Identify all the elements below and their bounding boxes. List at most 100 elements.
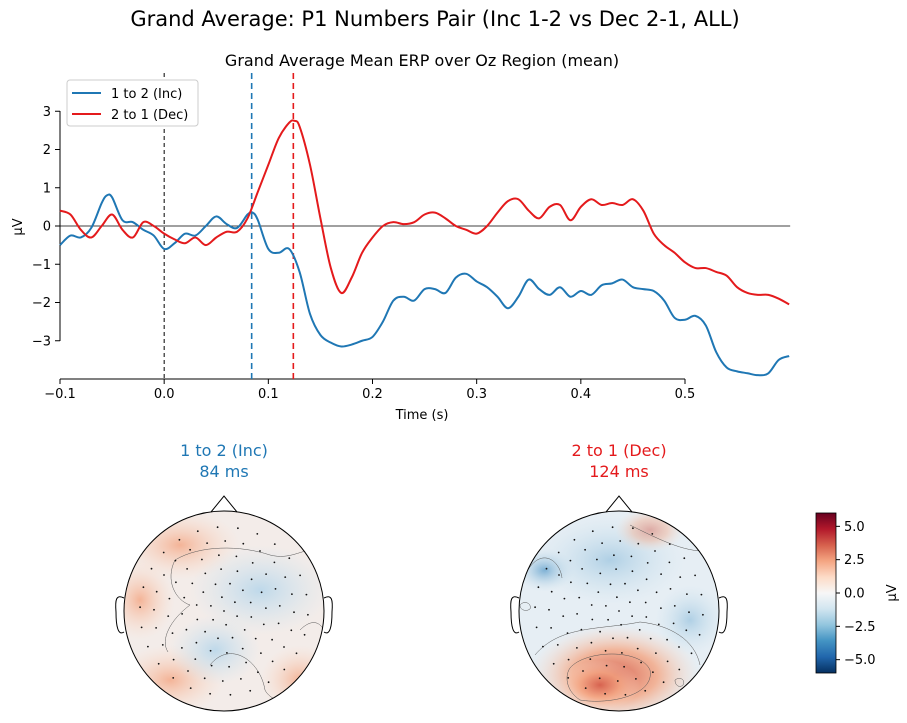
topomap-inc-field: [124, 511, 324, 711]
sensor-dot: [201, 558, 203, 561]
sensor-dot: [655, 591, 658, 594]
sensor-dot: [698, 633, 701, 636]
sensor-dot: [619, 540, 622, 542]
sensor-dot: [624, 582, 626, 585]
sensor-dot: [191, 582, 194, 585]
right-ear-dec: [718, 596, 728, 634]
sensor-dot: [672, 622, 675, 625]
left-ear-dec: [510, 596, 520, 634]
sensor-dot: [283, 668, 286, 671]
sensor-dot: [229, 582, 231, 585]
colorbar-gradient: [815, 512, 837, 674]
sensor-dot: [666, 638, 668, 641]
colorbar-tick-label: 0.0: [844, 587, 865, 602]
sensor-dot: [259, 550, 261, 552]
sensor-dot: [237, 527, 239, 530]
sensor-dot: [558, 574, 560, 576]
sensor-dot: [267, 681, 270, 684]
sensor-dot: [288, 557, 291, 560]
y-tick-label: 0: [43, 220, 51, 235]
sensor-dot: [623, 665, 625, 668]
sensor-dot: [228, 665, 231, 668]
sensor-dot: [249, 689, 252, 692]
sensor-dot: [616, 596, 618, 599]
sensor-dot: [250, 578, 253, 581]
sensor-dot: [290, 629, 293, 632]
sensor-dot: [175, 581, 177, 584]
sensor-dot: [196, 530, 199, 533]
x-axis-label: Time (s): [395, 408, 449, 423]
sensor-dot: [580, 628, 583, 631]
erp-plot-title: Grand Average Mean ERP over Oz Region (m…: [225, 51, 619, 70]
x-tick-label: 0.3: [466, 387, 487, 402]
sensor-dot: [545, 567, 548, 570]
sensor-dot: [278, 605, 281, 607]
sensor-points-dec: [534, 526, 704, 696]
figure-title: Grand Average: P1 Numbers Pair (Inc 1-2 …: [130, 7, 739, 31]
sensor-dot: [612, 637, 614, 640]
sensor-dot: [570, 581, 572, 584]
sensor-dot: [660, 607, 662, 609]
sensor-dot: [243, 629, 246, 631]
sensor-dot: [605, 605, 607, 607]
sensor-dot: [147, 645, 149, 648]
sensor-dot: [550, 627, 552, 629]
sensor-dot: [181, 647, 183, 649]
sensor-dot: [613, 554, 615, 557]
sensor-dot: [185, 628, 188, 631]
sensor-dot: [649, 637, 652, 640]
sensor-dot: [616, 680, 619, 682]
sensor-dot: [249, 601, 252, 604]
sensor-dot: [212, 618, 215, 621]
sensor-dot: [550, 590, 553, 593]
sensor-dot: [224, 540, 227, 542]
sensor-dot: [584, 548, 586, 551]
x-tick-label: 0.1: [258, 387, 279, 402]
sensor-dot: [221, 596, 223, 599]
sensor-dot: [582, 670, 584, 672]
left-ear-inc: [115, 596, 125, 634]
sensor-dot: [174, 559, 177, 562]
sensor-dot: [186, 568, 189, 570]
sensor-dot: [640, 661, 642, 664]
sensor-dot: [256, 533, 259, 535]
sensor-dot: [573, 538, 576, 541]
sensor-dot: [254, 637, 257, 640]
sensor-dot: [611, 526, 614, 529]
sensor-dot: [567, 677, 570, 679]
sensor-dot: [584, 687, 587, 689]
sensor-dot: [242, 589, 244, 592]
y-tick-label: 1: [43, 181, 51, 196]
sensor-dot: [260, 652, 262, 654]
sensor-dot: [631, 570, 634, 573]
sensor-dot: [666, 660, 669, 663]
sensor-dot: [206, 542, 209, 544]
sensor-dot: [189, 687, 192, 689]
right-ear-inc: [323, 596, 333, 634]
colorbar-ticks: 5.0 2.5 0.0 −2.5 −5.0: [836, 520, 876, 668]
erp-plot-area: [59, 73, 791, 379]
sensor-dot: [168, 597, 171, 600]
y-axis-label: µV: [11, 218, 26, 235]
sensor-dot: [637, 542, 640, 545]
sensor-dot: [590, 604, 593, 606]
sensor-dot: [605, 664, 608, 667]
sensor-dot: [599, 572, 602, 575]
x-tick-label: −0.1: [44, 387, 76, 402]
sensor-dot: [307, 613, 309, 616]
topomap-inc-title: 1 to 2 (Inc): [180, 441, 268, 460]
sensor-dot: [644, 601, 647, 604]
sensor-dot: [204, 630, 207, 633]
sensor-dot: [597, 591, 600, 593]
sensor-dot: [217, 637, 219, 640]
sensor-dot: [632, 527, 634, 530]
sensor-dot: [223, 610, 225, 612]
sensor-dot: [260, 591, 263, 594]
sensor-dot: [645, 616, 648, 618]
series-line-inc: [59, 193, 790, 377]
nose-dec: [605, 495, 633, 513]
sensor-dot: [291, 593, 293, 595]
sensor-dot: [624, 693, 627, 696]
sensor-dot: [241, 647, 244, 650]
